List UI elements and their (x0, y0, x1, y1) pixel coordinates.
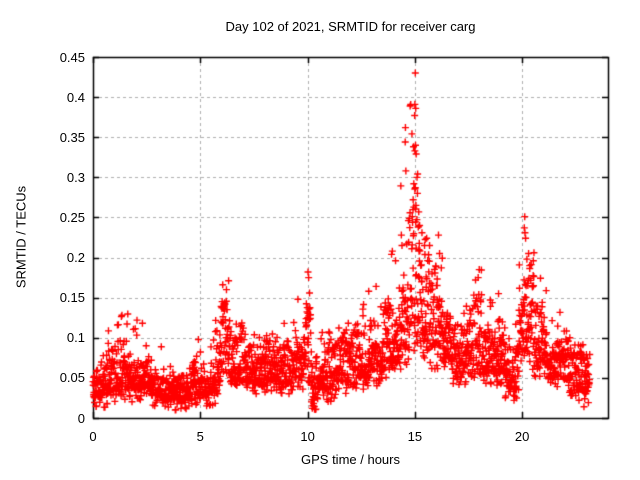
y-tick-label: 0.45 (59, 49, 85, 65)
x-tick-label: 5 (196, 429, 204, 444)
y-tick-label: 0.4 (66, 89, 85, 105)
y-tick-label: 0.3 (66, 169, 85, 185)
y-tick-label: 0.25 (59, 209, 85, 225)
y-tick-label: 0 (77, 410, 85, 426)
chart-title: Day 102 of 2021, SRMTID for receiver car… (225, 19, 476, 34)
y-tick-label: 0.1 (66, 330, 85, 346)
x-tick-label: 0 (89, 429, 97, 444)
y-tick-label: 0.2 (66, 250, 85, 266)
y-axis-label: SRMTID / TECUs (13, 185, 29, 289)
y-tick-label: 0.15 (59, 290, 85, 306)
x-tick-label: 15 (407, 429, 423, 444)
x-axis-label: GPS time / hours (301, 452, 400, 467)
x-tick-label: 20 (514, 429, 530, 444)
x-tick-label: 10 (300, 429, 315, 444)
y-tick-label: 0.05 (59, 370, 85, 386)
y-tick-label: 0.35 (59, 129, 85, 145)
